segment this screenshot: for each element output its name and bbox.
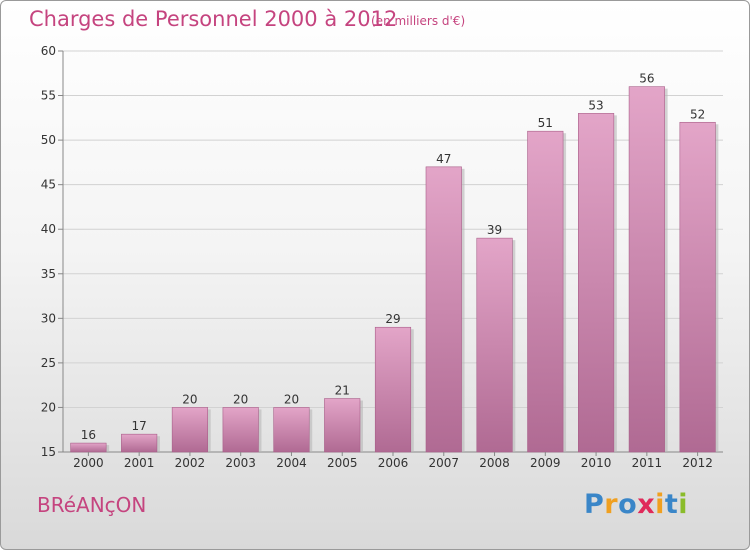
- y-tick-label: 40: [41, 222, 56, 236]
- y-tick-label: 50: [41, 133, 56, 147]
- data-label: 20: [284, 392, 299, 406]
- bar: [374, 326, 412, 453]
- chart-title: Charges de Personnel 2000 à 2012: [29, 7, 398, 31]
- data-label: 20: [233, 392, 248, 406]
- bar: [324, 398, 361, 453]
- x-tick-label: 2001: [124, 456, 155, 470]
- data-label: 16: [81, 428, 96, 442]
- chart-subtitle: (en milliers d'€): [371, 14, 466, 28]
- y-tick-label: 55: [41, 89, 56, 103]
- x-tick-label: 2008: [479, 456, 510, 470]
- logo-letter: r: [604, 489, 619, 520]
- x-tick-label: 2006: [378, 456, 409, 470]
- data-label: 56: [639, 72, 654, 86]
- logo-letter: x: [637, 489, 656, 520]
- data-label: 39: [487, 223, 502, 237]
- bar: [273, 407, 310, 453]
- logo-letter: o: [618, 489, 638, 520]
- bar: [222, 407, 259, 453]
- data-label: 47: [436, 152, 451, 166]
- bar: [628, 86, 665, 453]
- bar: [70, 442, 107, 453]
- x-tick-label: 2012: [682, 456, 713, 470]
- data-label: 51: [538, 116, 553, 130]
- logo-letter: i: [655, 489, 665, 520]
- bar: [679, 121, 716, 453]
- x-tick-label: 2011: [632, 456, 663, 470]
- commune-name: BRéANçON: [37, 493, 147, 517]
- y-tick-label: 35: [41, 267, 56, 281]
- bar: [171, 407, 208, 453]
- y-tick-label: 20: [41, 400, 56, 414]
- logo-letter: t: [664, 489, 679, 520]
- x-tick-label: 2009: [530, 456, 561, 470]
- data-label: 53: [588, 98, 603, 112]
- x-tick-label: 2000: [73, 456, 104, 470]
- bar: [425, 166, 462, 453]
- bar: [476, 237, 513, 453]
- data-label: 20: [182, 392, 197, 406]
- y-tick-label: 25: [41, 356, 56, 370]
- y-tick-label: 60: [41, 44, 56, 58]
- bar: [578, 113, 615, 453]
- x-tick-label: 2003: [225, 456, 256, 470]
- x-tick-label: 2002: [175, 456, 206, 470]
- data-label: 21: [335, 384, 350, 398]
- x-tick-label: 2005: [327, 456, 358, 470]
- bar: [527, 130, 564, 453]
- logo-letter: P: [584, 489, 605, 520]
- y-tick-label: 30: [41, 311, 56, 325]
- data-label: 29: [385, 312, 400, 326]
- y-tick-label: 15: [41, 445, 56, 459]
- x-tick-label: 2004: [276, 456, 307, 470]
- x-tick-label: 2010: [581, 456, 612, 470]
- bar: [121, 433, 158, 453]
- x-tick-label: 2007: [428, 456, 459, 470]
- data-label: 52: [690, 107, 705, 121]
- y-tick-label: 45: [41, 178, 56, 192]
- data-label: 17: [132, 419, 147, 433]
- proxiti-logo: Proxiti: [584, 489, 688, 520]
- logo-letter: i: [678, 489, 689, 520]
